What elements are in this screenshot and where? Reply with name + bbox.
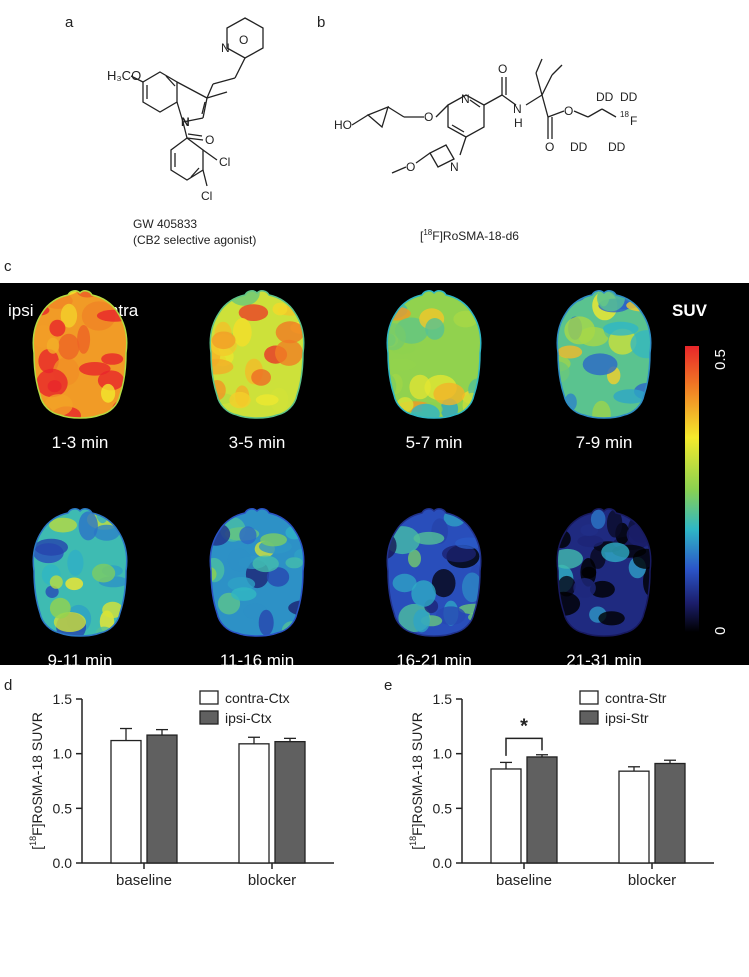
- legend-label: contra-Ctx: [225, 690, 290, 706]
- ester-carbonyl-o-label: O: [545, 140, 554, 154]
- deuterium-label-4: DD: [620, 90, 638, 104]
- y-tick-label: 1.0: [53, 746, 73, 762]
- fluorine-isotope-label: 18: [620, 110, 629, 119]
- colorbar: [685, 346, 699, 632]
- brain-frame: [384, 287, 484, 421]
- ether-o-label: O: [424, 110, 433, 124]
- y-tick-label: 0.0: [53, 855, 73, 871]
- legend-label: ipsi-Str: [605, 710, 649, 726]
- ester-o-label: O: [564, 104, 573, 118]
- brain-frame: [384, 505, 484, 639]
- chloro-label-2: Cl: [201, 189, 212, 203]
- bar: [146, 734, 178, 864]
- methoxy-label: H₃CO: [107, 68, 141, 83]
- legend-label: ipsi-Ctx: [225, 710, 272, 726]
- y-axis-label: [18F]RoSMA-18 SUVR: [408, 712, 425, 850]
- significance-bracket: [505, 737, 543, 756]
- brain-frame: [207, 505, 307, 639]
- brain-frame: [207, 287, 307, 421]
- deuterium-label-2: DD: [570, 140, 588, 154]
- chloro-label-1: Cl: [219, 155, 230, 169]
- amide-o-label: O: [498, 62, 507, 76]
- brain-frame: [30, 287, 130, 421]
- legend-swatch: [579, 690, 599, 705]
- bar: [238, 743, 270, 864]
- legend-swatch: [579, 710, 599, 725]
- brain-frame: [554, 505, 654, 639]
- chart-d: d [18F]RoSMA-18 SUVR 0.0 0.5 1.0 1.5 baseline b…: [4, 677, 334, 889]
- bar: [654, 762, 686, 864]
- chart-e: e [18F]RoSMA-18 SUVR 0.0 0.5 1.0 1.5 baseline b…: [384, 677, 714, 889]
- methoxy-o-label: O: [406, 160, 415, 174]
- y-tick-label: 1.5: [433, 691, 453, 707]
- y-tick-label: 0.5: [53, 800, 73, 816]
- rosma-structure: HO O N O N H O O DD DD DD DD 18 F N O: [334, 58, 638, 174]
- frame-time-label: 9-11 min: [47, 651, 113, 670]
- brain-frame: [554, 287, 654, 421]
- morpholine-o-label: O: [239, 33, 248, 47]
- y-tick-label: 1.5: [53, 691, 73, 707]
- panel-c-letter: c: [4, 258, 12, 275]
- colorbar-min-label: 0: [712, 626, 729, 635]
- gw405833-desc: (CB2 selective agonist): [133, 233, 257, 247]
- legend-swatch: [199, 710, 219, 725]
- colorbar-max-label: 0.5: [712, 349, 729, 370]
- gw405833-name: GW 405833: [133, 217, 198, 231]
- brain-frame: [30, 505, 130, 639]
- morpholine-n-label: N: [221, 41, 230, 55]
- legend-label: contra-Str: [605, 690, 667, 706]
- deuterium-label-1: DD: [596, 90, 614, 104]
- panel-letter: e: [384, 677, 392, 694]
- azetidine-n-label: N: [450, 160, 459, 174]
- y-tick-label: 0.0: [433, 855, 453, 871]
- bar: [110, 739, 142, 864]
- amide-h-label: H: [514, 116, 523, 130]
- panel-a-letter: a: [65, 14, 74, 31]
- frame-time-label: 5-7 min: [405, 433, 463, 452]
- frame-time-label: 1-3 min: [51, 433, 109, 452]
- frame-time-label: 21-31 min: [566, 651, 642, 670]
- x-tick-label: baseline: [116, 872, 172, 889]
- pyridine-n-label: N: [461, 92, 470, 106]
- x-tick-label: baseline: [496, 872, 552, 889]
- panel-b-letter: b: [317, 14, 326, 31]
- y-axis-label: [18F]RoSMA-18 SUVR: [28, 712, 45, 850]
- fluorine-label: F: [630, 114, 637, 128]
- gw405833-structure: O N H₃CO N O Cl Cl: [107, 17, 264, 203]
- frame-time-label: 7-9 min: [575, 433, 633, 452]
- hydroxy-label: HO: [334, 118, 352, 132]
- frame-time-label: 3-5 min: [228, 433, 286, 452]
- bar: [274, 740, 306, 864]
- bar: [618, 770, 650, 864]
- carbonyl-o-label: O: [205, 133, 214, 147]
- y-tick-label: 1.0: [433, 746, 453, 762]
- indole-n-label: N: [181, 115, 190, 129]
- bar: [490, 768, 522, 864]
- frame-time-label: 16-21 min: [396, 651, 472, 670]
- x-tick-label: blocker: [628, 872, 676, 889]
- x-tick-label: blocker: [248, 872, 296, 889]
- colorbar-title: SUV: [672, 301, 707, 320]
- panel-letter: d: [4, 677, 12, 694]
- deuterium-label-3: DD: [608, 140, 626, 154]
- rosma-name: [18F]RoSMA-18-d6: [420, 228, 519, 243]
- bar: [526, 756, 558, 864]
- frame-time-label: 11-16 min: [219, 651, 295, 670]
- ipsi-label: ipsi: [8, 301, 34, 320]
- y-tick-label: 0.5: [433, 800, 453, 816]
- significance-star: *: [520, 715, 528, 737]
- legend-swatch: [199, 690, 219, 705]
- amide-n-label: N: [513, 102, 522, 116]
